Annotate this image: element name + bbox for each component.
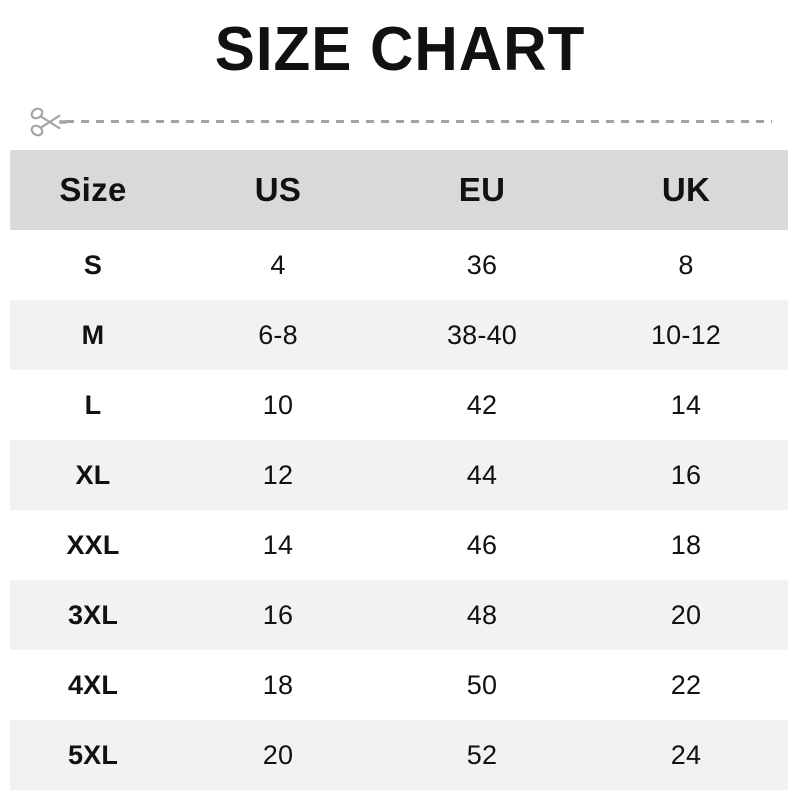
cell-eu: 52: [466, 739, 498, 770]
cell-eu: 48: [466, 599, 498, 630]
cell-size: 3XL: [67, 599, 119, 630]
table-row: S 4 36 8: [10, 230, 788, 300]
column-header-uk: UK: [584, 150, 788, 230]
cell-uk: 22: [670, 669, 702, 700]
cell-us: 18: [262, 669, 294, 700]
cell-eu: 36: [466, 249, 498, 280]
cell-us: 4: [270, 249, 286, 280]
cell-eu: 44: [466, 459, 498, 490]
cell-us: 14: [262, 529, 294, 560]
cell-uk: 14: [670, 389, 702, 420]
cell-uk: 20: [670, 599, 702, 630]
cell-us: 12: [262, 459, 294, 490]
cell-uk: 24: [670, 739, 702, 770]
cell-size: M: [81, 319, 105, 350]
table-body: S 4 36 8 M 6-8 38-40 10-12 L 10 42 14 XL…: [10, 230, 788, 790]
cell-eu: 42: [466, 389, 498, 420]
table-row: XL 12 44 16: [10, 440, 788, 510]
table-row: 4XL 18 50 22: [10, 650, 788, 720]
cell-uk: 8: [678, 249, 694, 280]
table-row: L 10 42 14: [10, 370, 788, 440]
column-header-size: Size: [10, 150, 176, 230]
cell-size: XXL: [66, 529, 120, 560]
dashed-cut-line: [66, 120, 772, 123]
column-header-us: US: [176, 150, 380, 230]
table-header: Size US EU UK: [10, 150, 788, 230]
cell-eu: 38-40: [446, 319, 518, 350]
size-chart-table: Size US EU UK S 4 36 8 M 6-8 38-40 10-12…: [10, 150, 788, 790]
cell-size: S: [83, 249, 103, 280]
table-header-row: Size US EU UK: [10, 150, 788, 230]
cell-uk: 16: [670, 459, 702, 490]
table-row: M 6-8 38-40 10-12: [10, 300, 788, 370]
column-header-eu: EU: [380, 150, 584, 230]
cell-uk: 18: [670, 529, 702, 560]
cell-us: 20: [262, 739, 294, 770]
cell-eu: 46: [466, 529, 498, 560]
cell-size: 5XL: [67, 739, 119, 770]
cell-us: 6-8: [258, 319, 298, 350]
cell-us: 16: [262, 599, 294, 630]
cell-size: 4XL: [67, 669, 119, 700]
page-title-container: SIZE CHART: [0, 0, 800, 100]
table-row: XXL 14 46 18: [10, 510, 788, 580]
table-row: 5XL 20 52 24: [10, 720, 788, 790]
page-title: SIZE CHART: [214, 15, 586, 84]
cell-us: 10: [262, 389, 294, 420]
table-row: 3XL 16 48 20: [10, 580, 788, 650]
scissors-icon: [26, 102, 70, 142]
cell-size: L: [84, 389, 102, 420]
cell-uk: 10-12: [650, 319, 722, 350]
cell-size: XL: [75, 459, 111, 490]
cut-here-line: [0, 100, 800, 144]
cell-eu: 50: [466, 669, 498, 700]
